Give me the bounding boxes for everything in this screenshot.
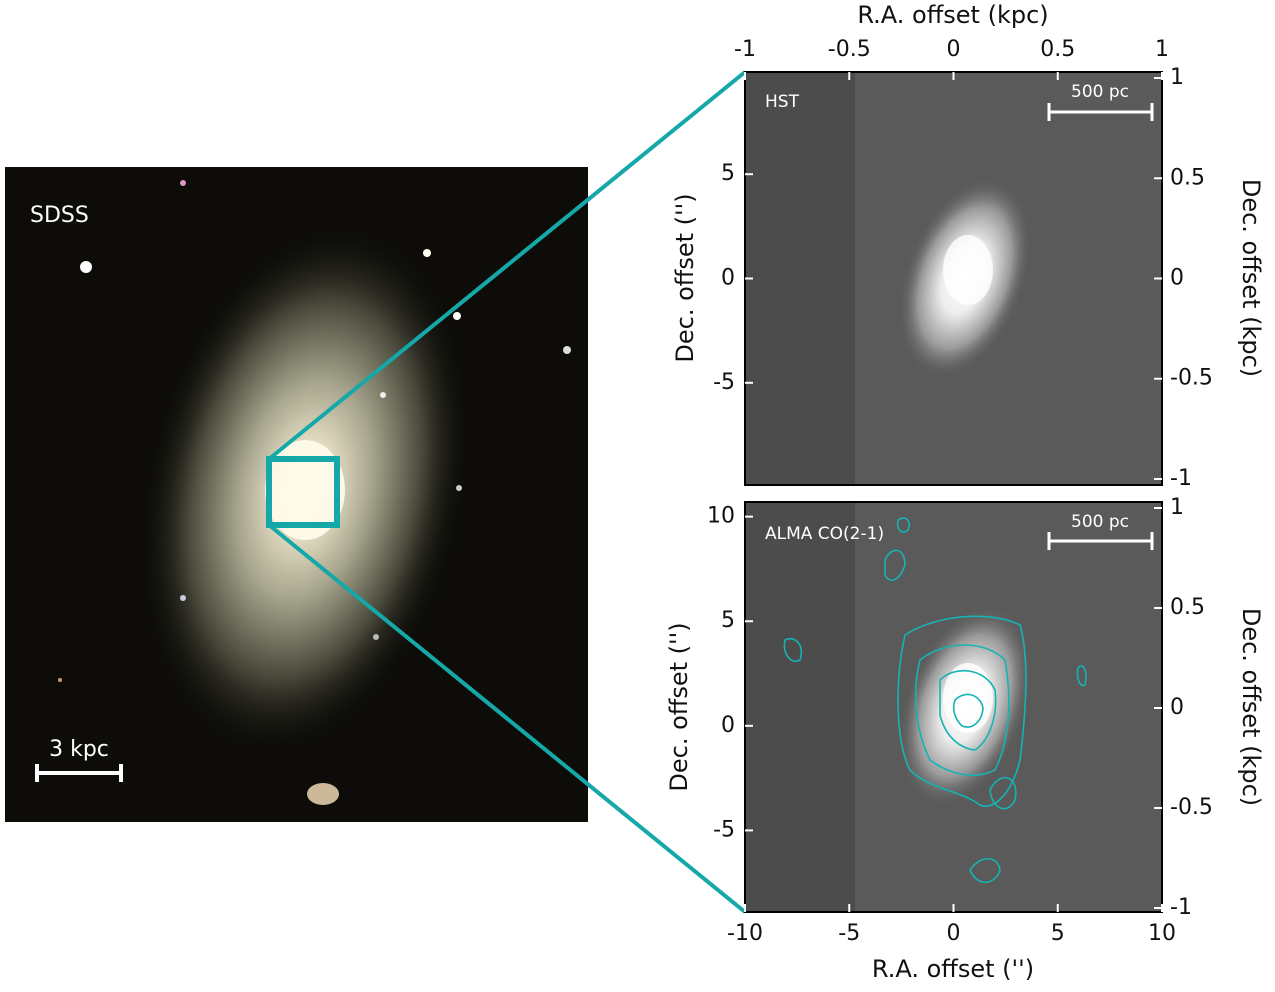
tick-label: 0	[947, 37, 961, 62]
sdss-image	[5, 167, 588, 822]
axis-title: Dec. offset (kpc)	[1237, 608, 1265, 806]
scale-bar-label: 500 pc	[1071, 82, 1129, 102]
zoom-connector	[267, 70, 747, 461]
tick-label: 0.5	[1170, 595, 1205, 620]
tick-label: -5	[838, 921, 860, 946]
scale-bar-label: 500 pc	[1071, 512, 1129, 532]
tick-label: -0.5	[828, 37, 871, 62]
tick-label: -5	[713, 370, 735, 395]
tick-label: 1	[1155, 37, 1169, 62]
image-label: ALMA CO(2-1)	[765, 524, 884, 544]
tick-label: -5	[713, 817, 735, 842]
tick-label: 1	[1170, 495, 1184, 520]
image-label: HST	[765, 92, 800, 112]
hst-image	[745, 72, 1162, 485]
tick-label: 0.5	[1170, 165, 1205, 190]
axis-title: R.A. offset (kpc)	[857, 1, 1048, 29]
tick-label: -0.5	[1170, 366, 1213, 391]
tick-label: 5	[1051, 921, 1065, 946]
image-label: SDSS	[30, 203, 89, 228]
tick-label: 5	[721, 161, 735, 186]
tick-label: -1	[1170, 466, 1192, 491]
axis-title: R.A. offset ('')	[872, 955, 1034, 983]
tick-label: 0	[721, 713, 735, 738]
tick-label: 10	[707, 504, 735, 529]
tick-label: 10	[1148, 921, 1176, 946]
tick-label: 5	[721, 608, 735, 633]
tick-label: -1	[734, 37, 756, 62]
axis-title: Dec. offset ('')	[665, 622, 693, 791]
tick-label: 0.5	[1040, 37, 1075, 62]
tick-label: 0	[721, 266, 735, 291]
tick-label: 0	[1170, 695, 1184, 720]
tick-label: 0	[947, 921, 961, 946]
tick-label: 1	[1170, 65, 1184, 90]
axis-title: Dec. offset (kpc)	[1237, 179, 1265, 377]
tick-label: -10	[727, 921, 763, 946]
zoom-box	[266, 456, 340, 528]
axis-title: Dec. offset ('')	[671, 193, 699, 362]
scale-bar-label: 3 kpc	[49, 737, 109, 762]
tick-label: 0	[1170, 266, 1184, 291]
co-contours	[783, 517, 1087, 884]
tick-label: -0.5	[1170, 795, 1213, 820]
zoom-connector	[267, 523, 747, 914]
tick-label: -1	[1170, 895, 1192, 920]
